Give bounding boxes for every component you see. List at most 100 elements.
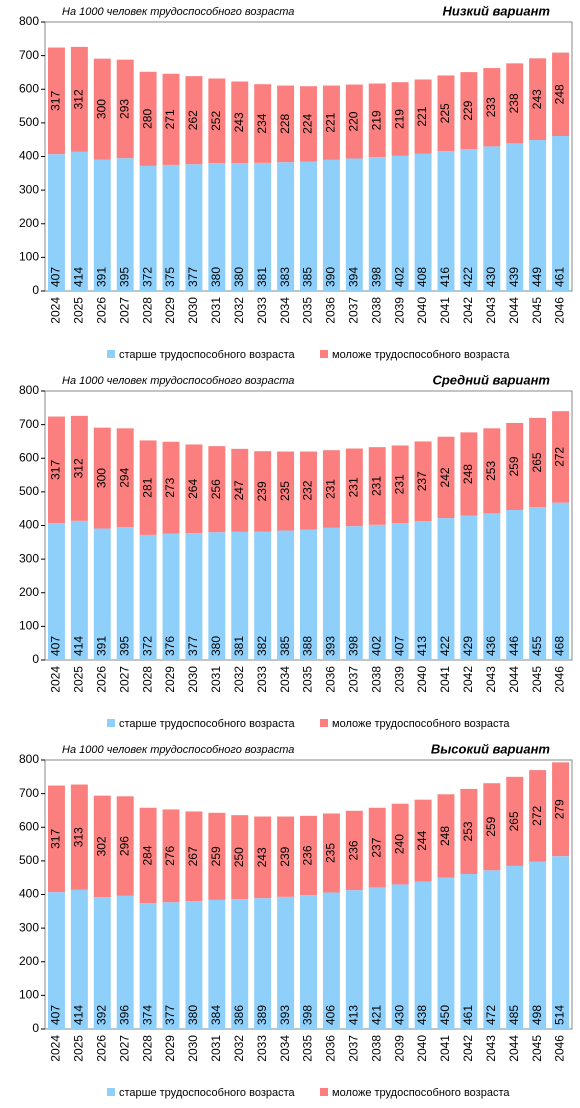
x-tick-label: 2043 [484, 1035, 498, 1062]
bar-segment [529, 417, 547, 508]
data-label: 391 [94, 267, 108, 287]
data-label: 449 [530, 267, 544, 287]
bar-segment [368, 524, 386, 660]
data-label: 253 [484, 461, 498, 481]
bar-segment [93, 897, 111, 1029]
data-label: 385 [301, 267, 315, 287]
x-tick-label: 2028 [140, 666, 154, 693]
x-tick-label: 2036 [324, 666, 338, 693]
x-tick-label: 2033 [255, 297, 269, 324]
bar-segment [460, 515, 478, 660]
data-label: 407 [392, 636, 406, 656]
bar-segment [529, 58, 547, 141]
data-label: 398 [369, 267, 383, 287]
data-label: 317 [49, 91, 63, 111]
bar-segment [116, 59, 134, 159]
x-tick-label: 2035 [301, 297, 315, 324]
data-label: 313 [72, 827, 86, 847]
data-label: 461 [553, 267, 567, 287]
x-tick-label: 2035 [301, 1035, 315, 1062]
data-label: 234 [255, 113, 269, 133]
x-tick-label: 2037 [346, 666, 360, 693]
bar-segment [208, 446, 226, 533]
data-label: 219 [392, 109, 406, 129]
y-tick-label: 200 [19, 216, 39, 230]
legend-swatch [320, 719, 328, 727]
x-tick-label: 2026 [94, 1035, 108, 1062]
x-tick-label: 2037 [346, 297, 360, 324]
y-tick-label: 0 [32, 1021, 39, 1035]
x-tick-label: 2026 [94, 666, 108, 693]
x-tick-label: 2029 [163, 297, 177, 324]
bar-segment [162, 73, 180, 165]
data-label: 455 [530, 636, 544, 656]
bar-segment [139, 71, 157, 166]
x-tick-label: 2038 [369, 1035, 383, 1062]
x-tick-label: 2034 [278, 666, 292, 693]
data-label: 250 [232, 847, 246, 867]
data-label: 233 [484, 97, 498, 117]
x-tick-label: 2024 [49, 666, 63, 693]
bar-segment [391, 82, 409, 156]
bar-segment [70, 151, 88, 291]
y-tick-label: 300 [19, 551, 39, 565]
data-label: 436 [484, 636, 498, 656]
y-tick-label: 300 [19, 920, 39, 934]
data-label: 239 [255, 481, 269, 501]
data-label: 407 [49, 636, 63, 656]
data-label: 389 [255, 1005, 269, 1025]
bar-segment [483, 428, 501, 514]
bar-segment [437, 518, 455, 660]
bar-segment [47, 785, 65, 893]
data-label: 376 [163, 636, 177, 656]
bar-segment [460, 72, 478, 150]
data-label: 302 [94, 836, 108, 856]
data-label: 375 [163, 267, 177, 287]
x-tick-label: 2024 [49, 297, 63, 324]
bar-segment [506, 776, 524, 866]
bar-segment [506, 422, 524, 511]
data-label: 430 [392, 1005, 406, 1025]
data-label: 300 [94, 99, 108, 119]
data-label: 406 [324, 1005, 338, 1025]
data-label: 231 [346, 477, 360, 497]
data-label: 408 [415, 267, 429, 287]
data-label: 438 [415, 1005, 429, 1025]
data-label: 380 [186, 1005, 200, 1025]
data-label: 280 [140, 109, 154, 129]
data-label: 284 [140, 845, 154, 865]
bar-segment [414, 153, 432, 291]
y-tick-label: 200 [19, 954, 39, 968]
data-label: 259 [209, 846, 223, 866]
data-label: 380 [232, 267, 246, 287]
bar-segment [254, 84, 272, 163]
data-label: 231 [369, 476, 383, 496]
x-tick-label: 2029 [163, 1035, 177, 1062]
bar-segment [254, 451, 272, 532]
bar-segment [139, 534, 157, 660]
x-tick-label: 2031 [209, 1035, 223, 1062]
data-label: 317 [49, 829, 63, 849]
data-label: 393 [324, 636, 338, 656]
x-tick-label: 2045 [530, 666, 544, 693]
x-tick-label: 2046 [553, 1035, 567, 1062]
data-label: 239 [278, 846, 292, 866]
bar-segment [231, 81, 249, 164]
data-label: 395 [117, 636, 131, 656]
bar-segment [162, 902, 180, 1029]
bar-segment [116, 895, 134, 1029]
data-label: 231 [392, 474, 406, 494]
bar-segment [345, 526, 363, 660]
bar-segment [277, 451, 295, 531]
data-label: 372 [140, 636, 154, 656]
x-tick-label: 2041 [438, 297, 452, 324]
bar-segment [116, 158, 134, 291]
x-tick-label: 2037 [346, 1035, 360, 1062]
bar-segment [460, 432, 478, 516]
data-label: 237 [369, 837, 383, 857]
data-label: 393 [278, 1005, 292, 1025]
x-tick-label: 2029 [163, 666, 177, 693]
data-label: 413 [415, 636, 429, 656]
data-label: 377 [163, 1005, 177, 1025]
